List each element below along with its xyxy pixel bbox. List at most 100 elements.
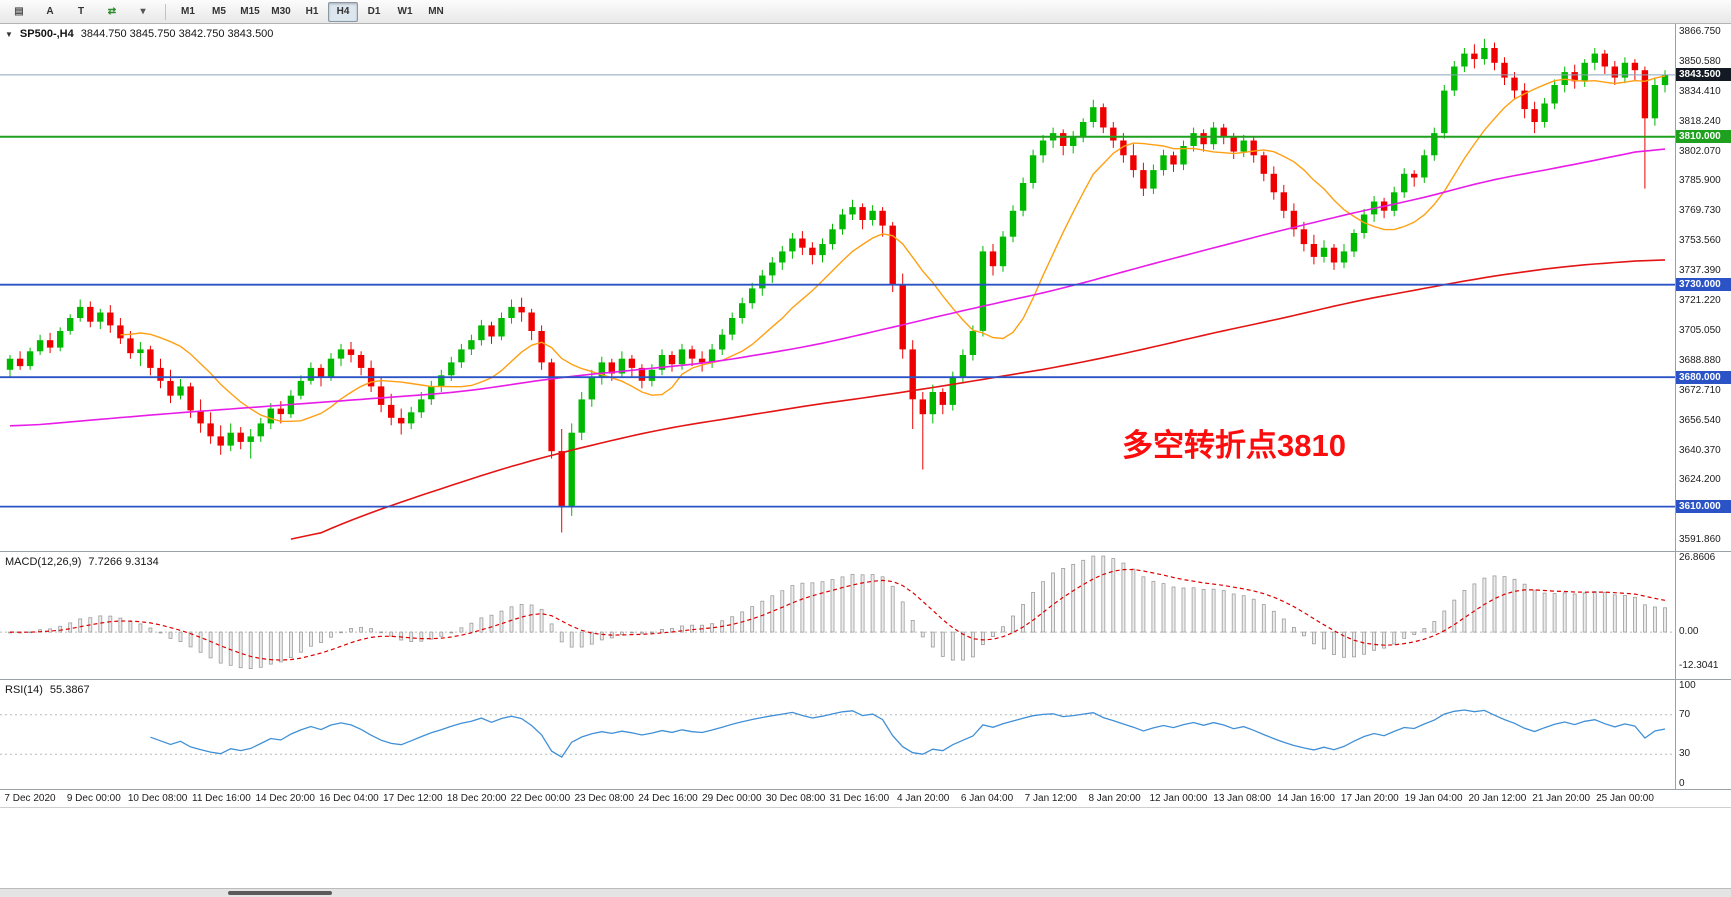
rsi-line [150,709,1666,758]
macd-chart[interactable] [0,552,1675,679]
time-axis-label: 16 Dec 04:00 [319,793,379,804]
ma-slow-line [290,259,1666,540]
y-axis-label: 3705.050 [1679,324,1721,336]
macd-axis-label: 26.8606 [1679,552,1716,563]
ohlc-values-label: 3844.750 3845.750 3842.750 3843.500 [80,28,274,40]
y-axis-label: 3834.410 [1679,85,1721,97]
time-axis-label: 13 Jan 08:00 [1213,793,1272,804]
tool-icon-group: ▤ A T ⇄ ▾ [4,2,158,22]
macd-histogram [8,555,1667,669]
macd-plot-area: MACD(12,26,9) 7.7266 9.3134 [0,552,1675,679]
symbol-timeframe-label: SP500-,H4 [19,28,74,40]
timeframe-button-d1[interactable]: D1 [367,6,381,17]
rsi-axis[interactable]: 100 70 30 0 [1675,680,1731,789]
macd-signal-line [9,568,1666,661]
y-axis-label: 3624.200 [1679,474,1721,486]
empty-area [0,808,1731,888]
text-tool-icon[interactable]: T [77,6,85,17]
level-price-badge: 3730.000 [1676,278,1731,292]
time-axis-label: 8 Jan 20:00 [1088,793,1141,804]
macd-axis[interactable]: 26.8606 0.00 -12.3041 [1675,552,1731,679]
ma-mid-line [9,148,1666,427]
timeframe-button-mn[interactable]: MN [428,6,444,17]
time-axis-label: 22 Dec 00:00 [510,793,571,804]
toolbar-separator [165,3,166,20]
price-axis[interactable]: 3866.750 3850.580 3834.410 3818.240 3802.070… [1675,24,1731,551]
candlestick-chart[interactable] [0,24,1675,551]
chart-list-icon[interactable]: ▤ [14,6,24,17]
macd-header: MACD(12,26,9) 7.7266 9.3134 [5,556,159,568]
chart-shift-icon[interactable]: ⇄ [107,6,117,17]
rsi-header: RSI(14) 55.3867 [5,684,90,696]
time-axis-label: 17 Jan 20:00 [1340,793,1399,804]
toolbar: ▤ A T ⇄ ▾ M1 M5 M15 M30 H1 H4 D1 W1 MN [0,0,1731,24]
macd-label: MACD(12,26,9) [5,556,82,568]
time-axis[interactable]: 7 Dec 2020 9 Dec 00:00 10 Dec 08:00 11 Dec … [0,790,1731,808]
time-axis-label: 29 Dec 00:00 [702,793,762,804]
time-axis-label: 9 Dec 00:00 [66,793,121,804]
timeframe-button-m30[interactable]: M30 [271,6,291,17]
annotation-text: 多空转折点3810 [1122,428,1346,463]
time-axis-label: 11 Dec 16:00 [192,793,251,804]
time-axis-label: 7 Jan 12:00 [1024,793,1077,804]
time-axis-label: 6 Jan 04:00 [960,793,1014,804]
time-axis-label: 14 Dec 20:00 [255,793,315,804]
price-plot-area: ▼ SP500-,H4 3844.750 3845.750 3842.750 3… [0,24,1675,551]
y-axis-label: 3656.540 [1679,414,1721,426]
time-axis-label: 25 Jan 00:00 [1596,793,1654,804]
rsi-chart[interactable] [0,680,1675,789]
time-axis-label: 12 Jan 00:00 [1149,793,1208,804]
y-axis-label: 3640.370 [1679,444,1721,456]
scrollbar-thumb[interactable] [228,891,332,895]
price-chart-panel: ▼ SP500-,H4 3844.750 3845.750 3842.750 3… [0,24,1731,552]
level-price-badge: 3610.000 [1676,500,1731,514]
timeframe-button-h4[interactable]: H4 [328,1,358,22]
candles-group [6,38,1669,533]
y-axis-label: 3737.390 [1679,265,1721,277]
timeframe-button-h1[interactable]: H1 [305,6,319,17]
rsi-plot-area: RSI(14) 55.3867 [0,680,1675,789]
time-axis-label: 14 Jan 16:00 [1277,793,1335,804]
level-price-badge: 3810.000 [1676,130,1731,144]
time-axis-label: 24 Dec 16:00 [638,793,698,804]
timeframe-button-m15[interactable]: M15 [240,6,260,17]
y-axis-label: 3850.580 [1679,55,1721,67]
y-axis-label: 3688.880 [1679,354,1721,366]
timeframe-button-m1[interactable]: M1 [181,6,195,17]
time-axis-label: 20 Jan 12:00 [1468,793,1527,804]
chart-header: ▼ SP500-,H4 3844.750 3845.750 3842.750 3… [5,28,273,40]
macd-panel: MACD(12,26,9) 7.7266 9.3134 26.8606 0.00 -… [0,552,1731,680]
time-axis-label: 4 Jan 20:00 [897,793,950,804]
horizontal-scrollbar[interactable] [0,888,1731,897]
time-axis-label: 10 Dec 08:00 [127,793,188,804]
macd-axis-label: -12.3041 [1679,660,1719,671]
y-axis-label: 3591.860 [1679,534,1721,546]
rsi-label: RSI(14) [5,684,43,696]
time-axis-label: 19 Jan 04:00 [1404,793,1463,804]
y-axis-label: 3753.560 [1679,235,1721,247]
y-axis-label: 3769.730 [1679,205,1721,217]
rsi-value-label: 55.3867 [49,684,90,696]
rsi-axis-label: 70 [1679,708,1691,720]
time-axis-label: 7 Dec 2020 [4,793,56,804]
time-axis-label: 30 Dec 08:00 [765,793,826,804]
ma-fast-line [120,75,1666,422]
y-axis-label: 3818.240 [1679,115,1721,127]
current-price-badge: 3843.500 [1676,68,1731,82]
chart-collapse-icon[interactable]: ▼ [5,30,13,39]
rsi-axis-label: 100 [1679,680,1696,691]
macd-values-label: 7.7266 9.3134 [88,556,159,568]
dropdown-caret-icon[interactable]: ▾ [140,6,146,17]
timeframe-button-m5[interactable]: M5 [212,6,226,17]
cursor-tool-icon[interactable]: A [46,6,54,17]
timeframe-button-group: M1 M5 M15 M30 H1 H4 D1 W1 MN [173,1,451,22]
time-axis-label: 18 Dec 20:00 [446,793,507,804]
timeframe-button-w1[interactable]: W1 [397,6,413,17]
rsi-panel: RSI(14) 55.3867 100 70 30 0 [0,680,1731,790]
level-price-badge: 3680.000 [1676,370,1731,384]
y-axis-label: 3802.070 [1679,145,1721,157]
macd-axis-label: 0.00 [1679,626,1699,638]
time-axis-label: 31 Dec 16:00 [829,793,890,804]
time-axis-label: 23 Dec 08:00 [574,793,634,804]
